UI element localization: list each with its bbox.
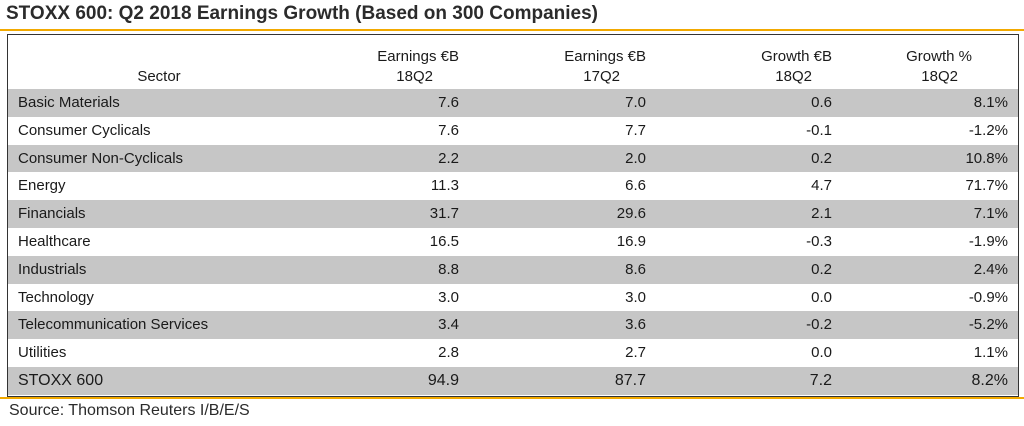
bottom-rule [0, 397, 1024, 399]
row-earnings-18q2: 7.6 [310, 89, 471, 117]
row-growth-eur: 2.1 [683, 200, 844, 228]
row-earnings-18q2: 7.6 [438, 121, 459, 139]
row-earnings-17q2: 16.9 [616, 232, 646, 250]
table-total-row: STOXX 600 94.9 87.7 7.2 8.2% [8, 366, 1018, 395]
row-growth-eur: 0.2 [683, 144, 844, 173]
header-growth-pct: Growth % 18Q2 [906, 48, 972, 85]
row-growth-pct: 1.1% [973, 344, 1008, 362]
row-growth-eur: -0.3 [806, 232, 832, 250]
row-sector: Utilities [18, 344, 67, 362]
row-earnings-18q2: 8.8 [310, 255, 471, 284]
row-sector: Technology [18, 288, 94, 306]
row-sector: Healthcare [18, 232, 91, 250]
total-earnings-18q2: 94.9 [310, 366, 471, 395]
table-row: Healthcare 16.5 16.9 -0.3 -1.9% [8, 228, 1018, 256]
row-earnings-17q2: 8.6 [471, 255, 683, 284]
row-earnings-17q2: 3.6 [471, 311, 683, 340]
total-earnings-17q2: 87.7 [471, 366, 683, 395]
row-earnings-18q2: 16.5 [429, 232, 459, 250]
header-sector: Sector [137, 68, 181, 85]
row-growth-eur: 0.0 [811, 344, 832, 362]
row-growth-eur: 4.7 [811, 177, 832, 195]
table-row: Energy 11.3 6.6 4.7 71.7% [8, 172, 1018, 200]
row-earnings-18q2: 3.4 [310, 311, 471, 340]
earnings-table: Sector Earnings €B 18Q2 Earnings €B 17Q2… [8, 35, 1018, 395]
row-growth-eur: 0.6 [683, 89, 844, 117]
header-earnings-18q2: Earnings €B 18Q2 [377, 48, 459, 85]
row-growth-pct: 71.7% [965, 177, 1008, 195]
row-earnings-18q2: 2.8 [438, 344, 459, 362]
row-growth-pct: -0.9% [968, 288, 1008, 306]
header-growth-eur: Growth €B 18Q2 [761, 48, 832, 85]
row-earnings-18q2: 2.2 [310, 144, 471, 173]
row-earnings-17q2: 7.0 [471, 89, 683, 117]
row-growth-pct: -5.2% [844, 311, 1018, 340]
total-growth-eur: 7.2 [683, 366, 844, 395]
table-row: Technology 3.0 3.0 0.0 -0.9% [8, 284, 1018, 312]
row-growth-eur: 0.2 [683, 255, 844, 284]
earnings-table-frame: Sector Earnings €B 18Q2 Earnings €B 17Q2… [7, 34, 1019, 397]
row-sector: Financials [8, 200, 310, 228]
total-growth-pct: 8.2% [844, 366, 1018, 395]
row-sector: Telecommunication Services [8, 311, 310, 340]
row-growth-pct: 10.8% [844, 144, 1018, 173]
row-earnings-18q2: 31.7 [310, 200, 471, 228]
row-earnings-17q2: 7.7 [625, 121, 646, 139]
row-earnings-17q2: 3.0 [625, 288, 646, 306]
row-sector: Consumer Cyclicals [18, 121, 151, 139]
row-sector: Energy [18, 177, 66, 195]
row-sector: Industrials [8, 255, 310, 284]
row-growth-pct: -1.2% [968, 121, 1008, 139]
header-earnings-17q2: Earnings €B 17Q2 [564, 48, 646, 85]
table-row: Basic Materials 7.6 7.0 0.6 8.1% [8, 89, 1018, 117]
table-row: Consumer Non-Cyclicals 2.2 2.0 0.2 10.8% [8, 144, 1018, 173]
row-earnings-18q2: 3.0 [438, 288, 459, 306]
table-row: Utilities 2.8 2.7 0.0 1.1% [8, 339, 1018, 367]
row-growth-pct: 2.4% [844, 255, 1018, 284]
row-sector: Consumer Non-Cyclicals [8, 144, 310, 173]
table-row: Financials 31.7 29.6 2.1 7.1% [8, 200, 1018, 228]
table-header-row: Sector Earnings €B 18Q2 Earnings €B 17Q2… [8, 35, 1018, 89]
row-sector: Basic Materials [8, 89, 310, 117]
row-earnings-17q2: 2.0 [471, 144, 683, 173]
row-earnings-17q2: 2.7 [625, 344, 646, 362]
table-row: Telecommunication Services 3.4 3.6 -0.2 … [8, 311, 1018, 340]
row-earnings-18q2: 11.3 [430, 177, 459, 195]
table-row: Industrials 8.8 8.6 0.2 2.4% [8, 255, 1018, 284]
table-row: Consumer Cyclicals 7.6 7.7 -0.1 -1.2% [8, 117, 1018, 145]
row-growth-pct: 7.1% [844, 200, 1018, 228]
row-earnings-17q2: 29.6 [471, 200, 683, 228]
row-growth-eur: 0.0 [811, 288, 832, 306]
row-growth-pct: -1.9% [968, 232, 1008, 250]
source-note: Source: Thomson Reuters I/B/E/S [9, 402, 250, 419]
row-growth-eur: -0.1 [806, 121, 832, 139]
row-growth-pct: 8.1% [844, 89, 1018, 117]
row-earnings-17q2: 6.6 [625, 177, 646, 195]
page-title: STOXX 600: Q2 2018 Earnings Growth (Base… [6, 3, 599, 24]
top-rule [0, 29, 1024, 31]
row-growth-eur: -0.2 [683, 311, 844, 340]
total-sector: STOXX 600 [8, 366, 310, 395]
